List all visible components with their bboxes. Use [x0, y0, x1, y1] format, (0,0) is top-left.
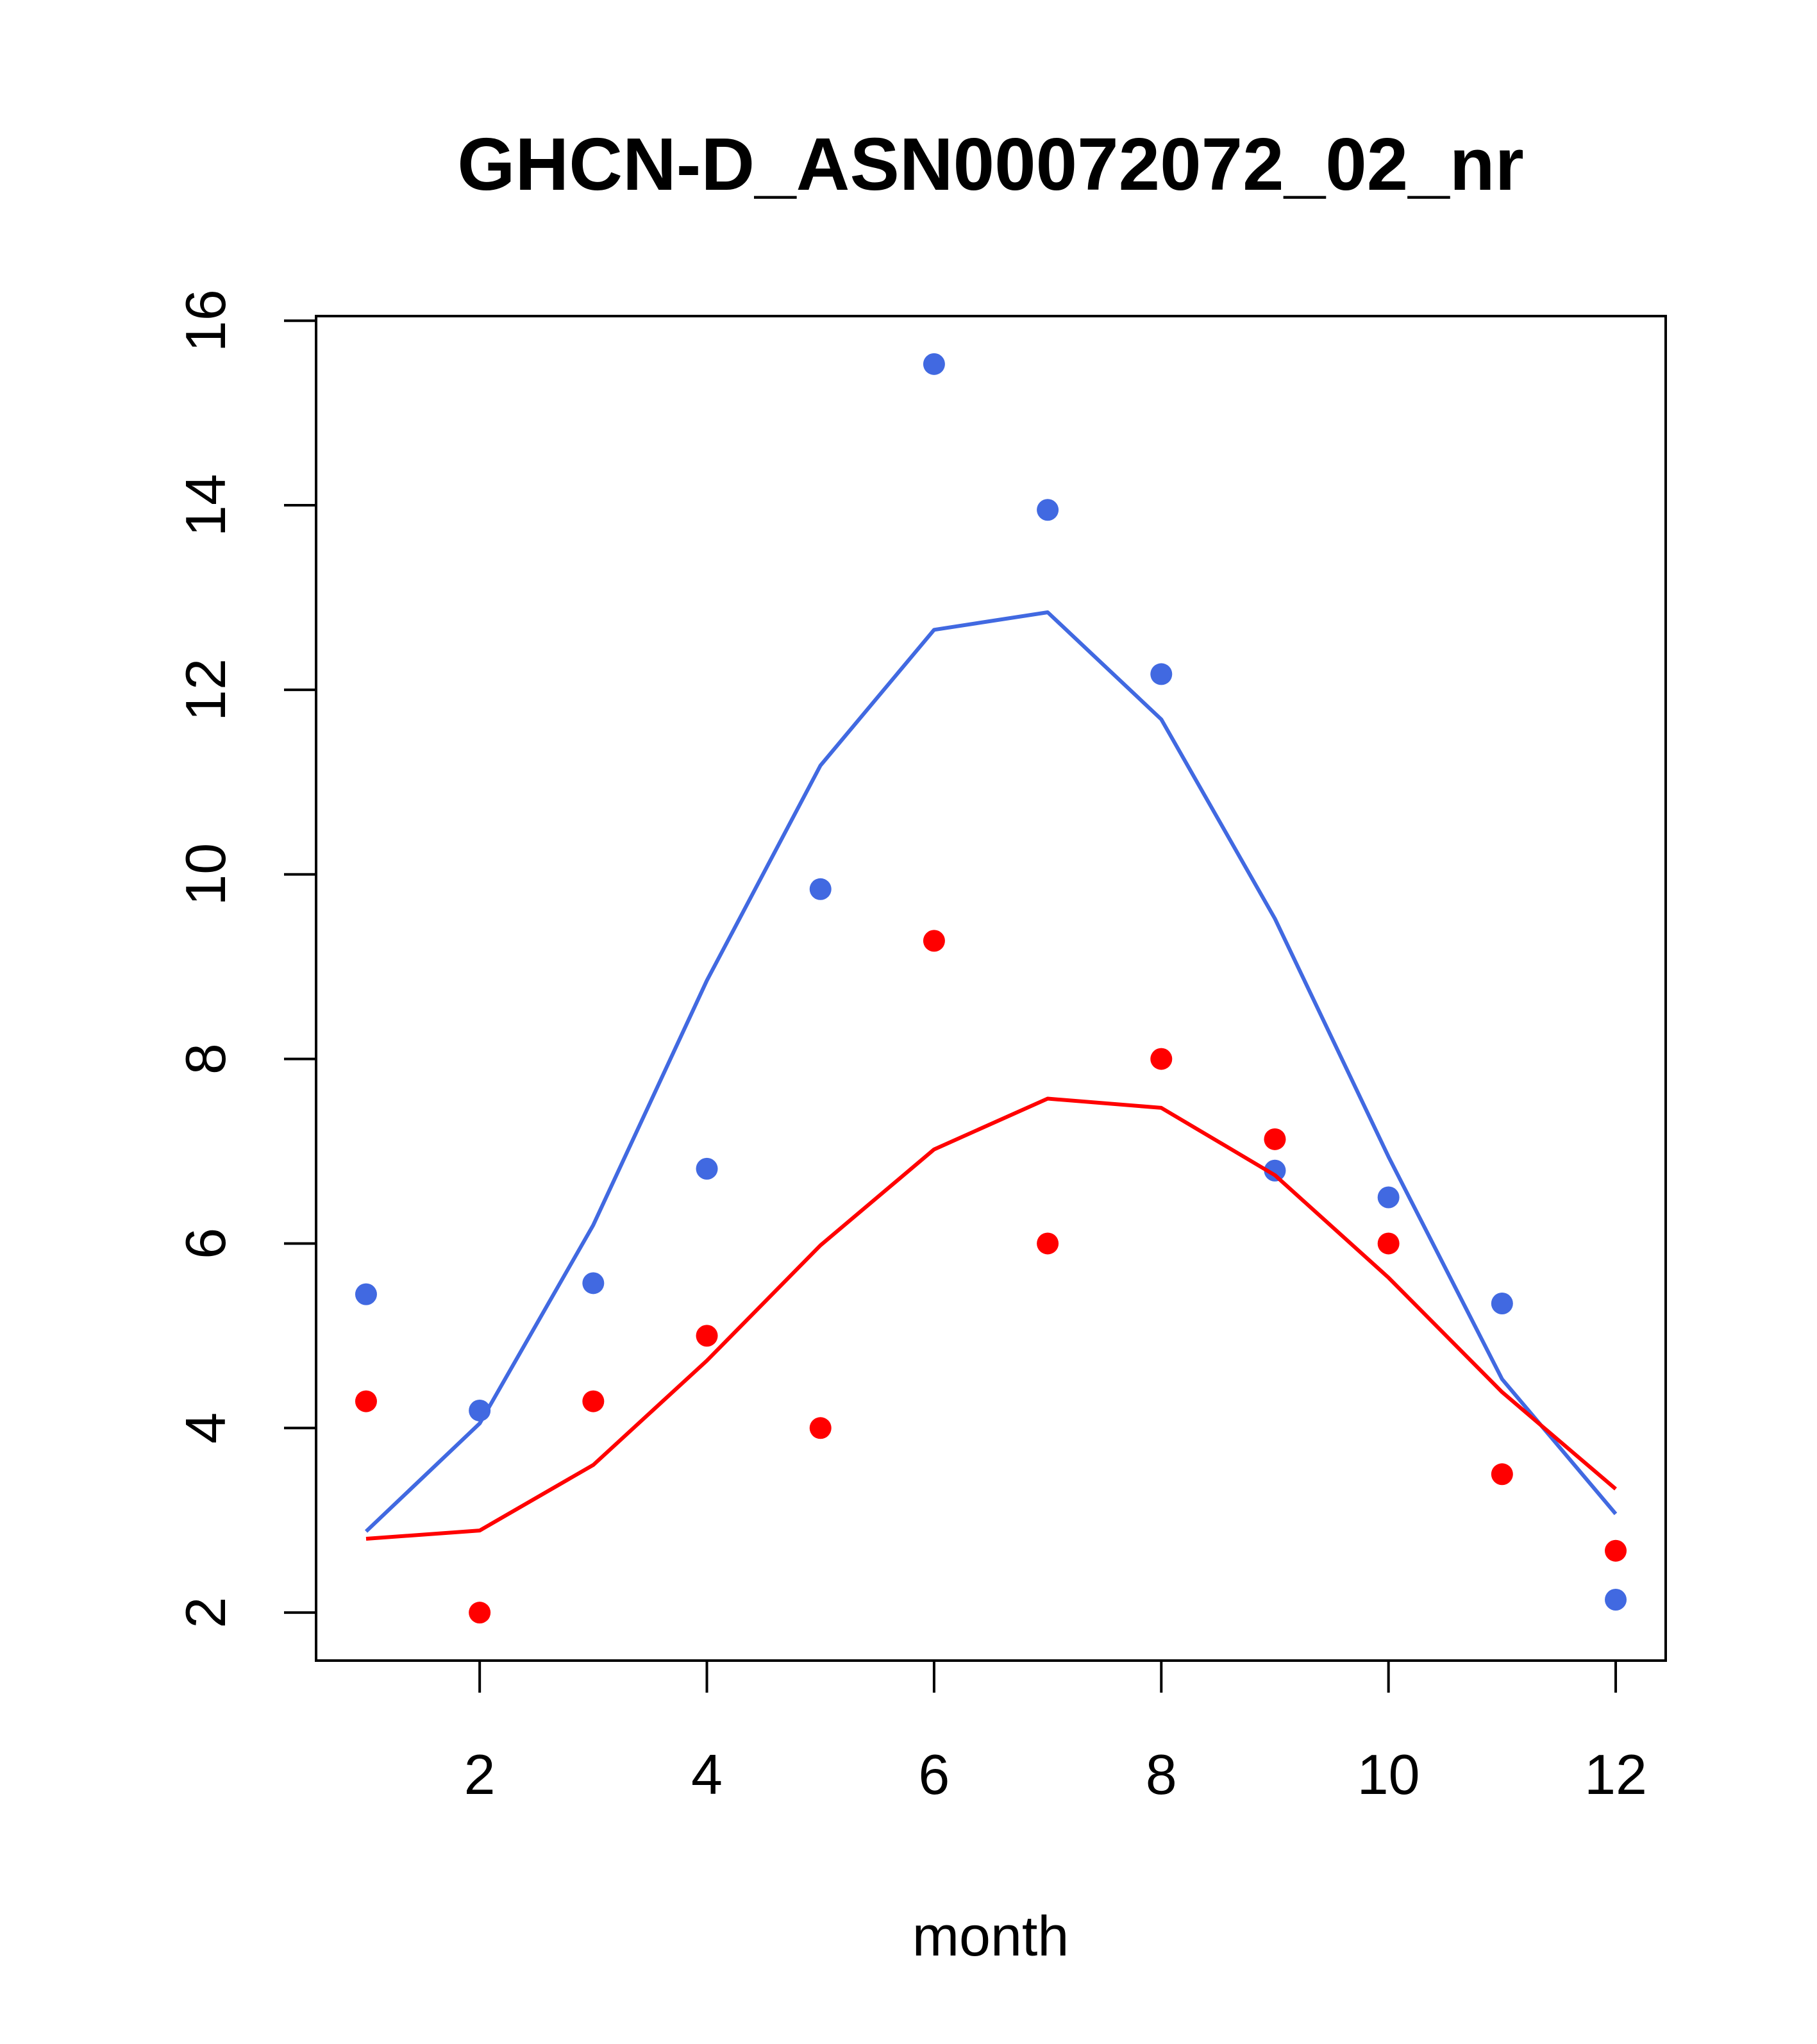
series-0-point — [355, 1283, 377, 1305]
series-0-point — [1150, 663, 1173, 685]
y-tick-label: 6 — [174, 1228, 237, 1259]
y-tick-label: 8 — [174, 1043, 237, 1075]
series-2-point — [696, 1325, 718, 1347]
series-2-point — [1491, 1463, 1513, 1486]
series-0-point — [1605, 1589, 1627, 1611]
plot-frame — [315, 315, 1667, 1662]
series-layer — [355, 353, 1627, 1624]
y-tick-label: 16 — [174, 289, 237, 352]
series-2-point — [1150, 1048, 1173, 1070]
x-tick-label: 2 — [464, 1743, 496, 1806]
series-0-point — [1264, 1159, 1286, 1182]
x-tick-label: 12 — [1584, 1743, 1647, 1806]
chart-title: GHCN-D_ASN00072072_02_nr — [457, 122, 1524, 206]
x-tick-label: 8 — [1146, 1743, 1177, 1806]
series-0-point — [1491, 1293, 1513, 1315]
series-0-point — [923, 353, 945, 375]
x-tick-label: 4 — [691, 1743, 723, 1806]
series-2-point — [1037, 1232, 1059, 1255]
series-2-point — [355, 1390, 377, 1412]
y-tick-label: 2 — [174, 1597, 237, 1629]
series-0-point — [809, 878, 832, 900]
series-3-line — [365, 1096, 1617, 1541]
series-2-point — [1377, 1232, 1400, 1255]
x-tick-label: 10 — [1357, 1743, 1420, 1806]
y-tick-label: 12 — [174, 658, 237, 721]
series-0-point — [582, 1272, 605, 1294]
series-2-point — [1264, 1128, 1286, 1150]
series-1-line — [364, 610, 1618, 1533]
y-axis: 2 4 6 8 10 12 14 16 — [174, 289, 317, 1629]
series-0-point — [1037, 499, 1059, 521]
series-2-point — [809, 1417, 832, 1439]
x-axis-label: month — [912, 1904, 1069, 1968]
x-tick-label: 6 — [918, 1743, 950, 1806]
series-2-point — [923, 930, 945, 952]
x-axis: 2 4 6 8 10 12 — [464, 1659, 1647, 1806]
series-2-point — [469, 1602, 491, 1624]
series-2-point — [582, 1390, 605, 1412]
y-tick-label: 10 — [174, 843, 237, 906]
y-tick-label: 14 — [174, 474, 237, 537]
series-2-point — [1605, 1539, 1627, 1562]
y-tick-label: 4 — [174, 1412, 237, 1444]
series-0-point — [1377, 1186, 1400, 1209]
series-0-point — [696, 1157, 718, 1180]
